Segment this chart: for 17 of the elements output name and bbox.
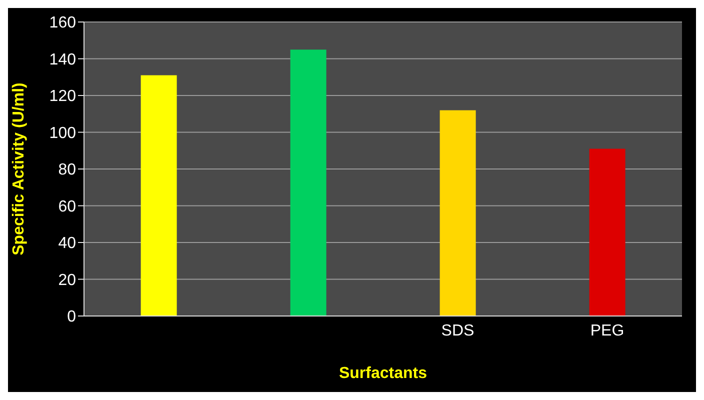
y-tick-label: 160 (49, 14, 76, 32)
bar (290, 50, 326, 316)
y-tick-label: 40 (58, 235, 76, 252)
x-tick-label: PEG (590, 322, 624, 340)
y-tick-label: 100 (49, 124, 76, 142)
y-tick-label: 80 (58, 162, 76, 179)
y-tick-label: 140 (49, 51, 76, 68)
x-tick-label: SDS (441, 322, 474, 340)
y-tick-label: 20 (58, 272, 76, 289)
y-tick-label: 60 (58, 198, 76, 216)
y-tick-label: 120 (49, 88, 76, 106)
y-axis-title: Specific Activity (U/ml) (10, 82, 28, 256)
bar (140, 75, 177, 316)
bar (440, 110, 476, 316)
bar (589, 148, 626, 316)
y-tick-label: 0 (67, 308, 76, 326)
x-axis-title: Surfactants (338, 365, 428, 382)
